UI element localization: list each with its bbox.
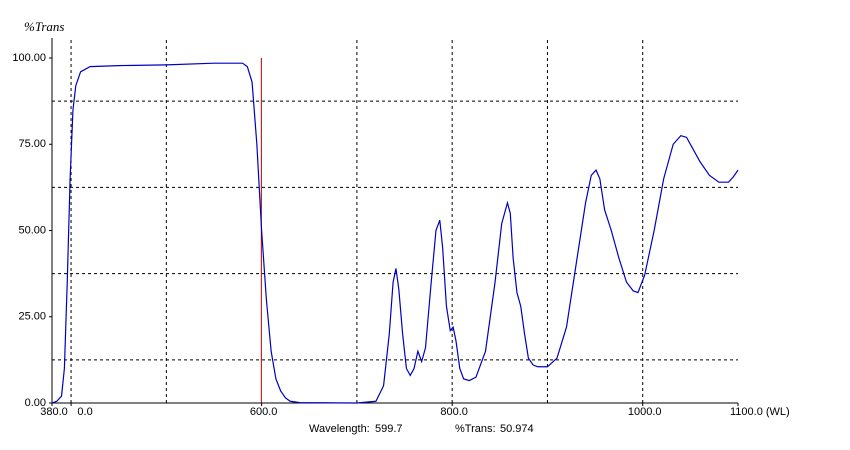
y-tick-label: 50.00 — [18, 224, 46, 236]
y-tick-label: 100.00 — [12, 52, 46, 64]
x-tick-label: 1100.0 (WL) — [730, 406, 790, 418]
x-tick-label: 380.0 — [40, 406, 68, 418]
y-axis-title: %Trans — [24, 19, 64, 34]
x-tick-label: 1000.0 — [628, 406, 662, 418]
y-tick-label: 0.00 — [25, 397, 46, 409]
readout-label: %Trans: — [455, 423, 496, 435]
y-tick-label: 25.00 — [18, 311, 46, 323]
x-tick-label: 600.0 — [250, 406, 278, 418]
readout-value: 599.7 — [375, 423, 403, 435]
readout-value: 50.974 — [500, 423, 534, 435]
x-tick-label: 0.0 — [77, 406, 92, 418]
spectrum-line — [51, 62, 739, 404]
x-tick-label: 800.0 — [440, 406, 468, 418]
y-tick-label: 75.00 — [18, 138, 46, 150]
readout-label: Wavelength: — [309, 423, 370, 435]
